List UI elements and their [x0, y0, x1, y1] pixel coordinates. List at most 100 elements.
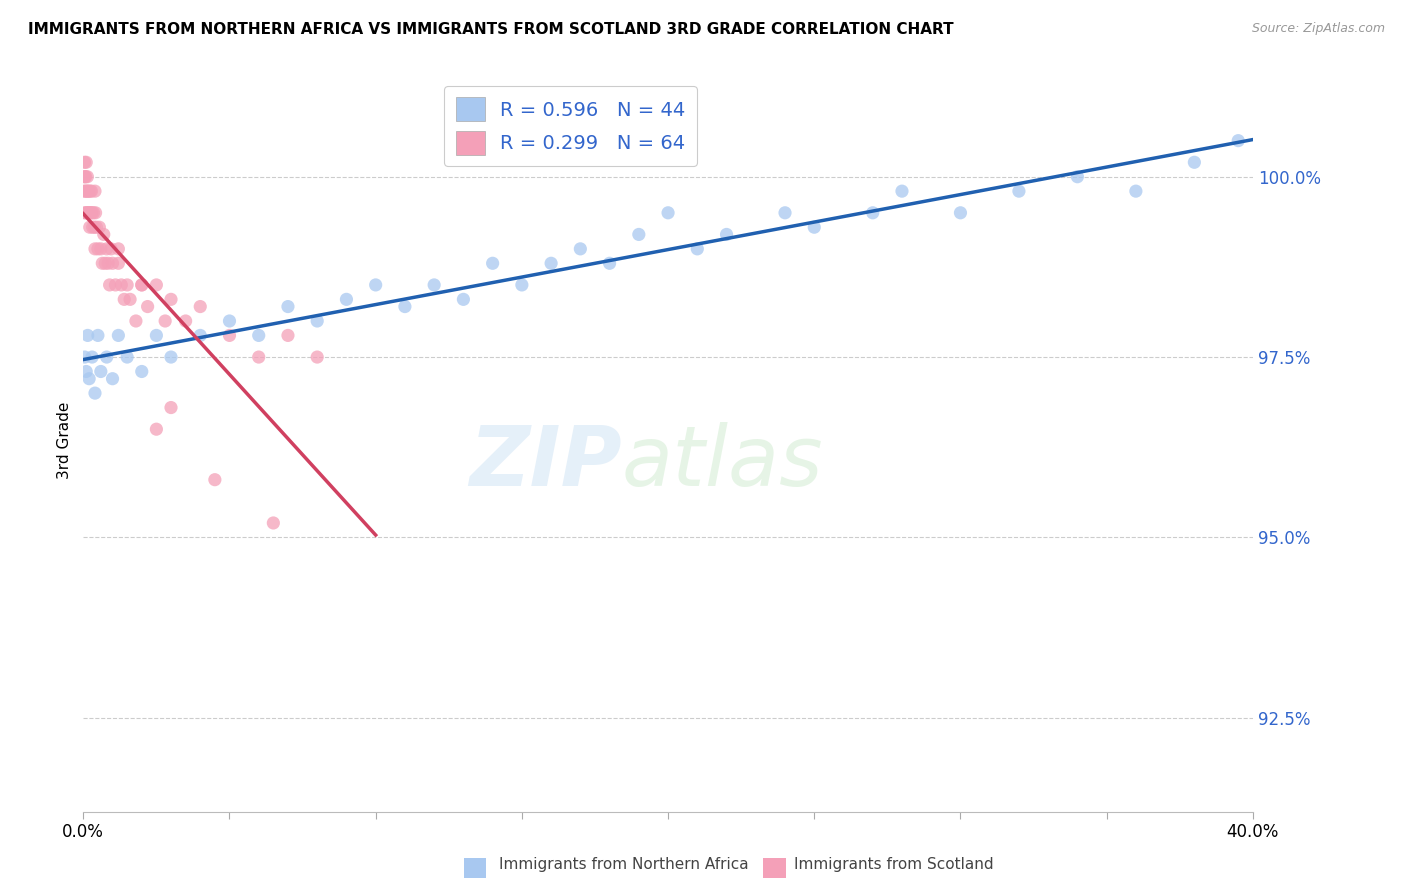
- Point: [569, 242, 592, 256]
- Point: [90, 242, 112, 256]
- Point: [716, 227, 738, 242]
- Point: [335, 293, 357, 307]
- Point: [76, 184, 98, 198]
- Point: [93, 227, 115, 242]
- Point: [510, 277, 533, 292]
- Point: [627, 227, 650, 242]
- Text: IMMIGRANTS FROM NORTHERN AFRICA VS IMMIGRANTS FROM SCOTLAND 3RD GRADE CORRELATIO: IMMIGRANTS FROM NORTHERN AFRICA VS IMMIG…: [28, 22, 953, 37]
- Point: [87, 242, 110, 256]
- Point: [107, 256, 129, 270]
- Point: [79, 206, 101, 220]
- Point: [107, 328, 129, 343]
- Point: [98, 277, 121, 292]
- Text: Immigrants from Northern Africa: Immigrants from Northern Africa: [499, 857, 749, 872]
- Point: [73, 206, 96, 220]
- Point: [247, 328, 270, 343]
- Point: [82, 220, 104, 235]
- Point: [112, 293, 135, 307]
- Point: [90, 364, 112, 378]
- Point: [89, 220, 111, 235]
- Text: atlas: atlas: [621, 422, 823, 503]
- Point: [136, 300, 159, 314]
- Point: [773, 206, 796, 220]
- Point: [73, 169, 96, 184]
- Point: [125, 314, 148, 328]
- Point: [686, 242, 709, 256]
- Point: [218, 328, 240, 343]
- Point: [453, 293, 475, 307]
- Point: [96, 242, 118, 256]
- Point: [77, 372, 100, 386]
- Point: [100, 242, 122, 256]
- Point: [1182, 155, 1205, 169]
- Point: [77, 206, 100, 220]
- Point: [76, 206, 98, 220]
- Point: [84, 206, 107, 220]
- Point: [80, 206, 103, 220]
- Point: [1066, 169, 1088, 184]
- Point: [101, 372, 124, 386]
- Point: [1125, 184, 1147, 198]
- Point: [277, 328, 299, 343]
- Point: [80, 184, 103, 198]
- Point: [262, 516, 284, 530]
- Point: [803, 220, 825, 235]
- Point: [160, 293, 183, 307]
- Point: [75, 155, 97, 169]
- Point: [657, 206, 679, 220]
- Point: [73, 169, 96, 184]
- Point: [96, 350, 118, 364]
- Point: [188, 328, 211, 343]
- Point: [75, 169, 97, 184]
- Point: [80, 350, 103, 364]
- Point: [115, 350, 138, 364]
- Point: [120, 293, 142, 307]
- Point: [115, 277, 138, 292]
- Point: [131, 364, 153, 378]
- Point: [131, 277, 153, 292]
- Point: [218, 314, 240, 328]
- Point: [131, 277, 153, 292]
- Point: [84, 386, 107, 401]
- Point: [101, 256, 124, 270]
- Point: [153, 314, 176, 328]
- Point: [75, 184, 97, 198]
- Point: [364, 277, 387, 292]
- Point: [949, 206, 972, 220]
- Point: [87, 328, 110, 343]
- Point: [423, 277, 446, 292]
- Point: [1227, 134, 1250, 148]
- Point: [79, 206, 101, 220]
- Point: [79, 220, 101, 235]
- Point: [97, 256, 120, 270]
- Point: [76, 169, 98, 184]
- Point: [174, 314, 197, 328]
- Point: [110, 277, 132, 292]
- Text: Immigrants from Scotland: Immigrants from Scotland: [794, 857, 994, 872]
- Point: [94, 256, 117, 270]
- Point: [77, 184, 100, 198]
- Point: [160, 401, 183, 415]
- Point: [540, 256, 562, 270]
- Point: [160, 350, 183, 364]
- Point: [307, 350, 329, 364]
- Point: [188, 300, 211, 314]
- Point: [86, 220, 108, 235]
- Point: [247, 350, 270, 364]
- Point: [481, 256, 503, 270]
- Point: [277, 300, 299, 314]
- Point: [84, 242, 107, 256]
- Point: [77, 206, 100, 220]
- Legend: R = 0.596   N = 44, R = 0.299   N = 64: R = 0.596 N = 44, R = 0.299 N = 64: [444, 86, 697, 166]
- Point: [84, 184, 107, 198]
- Point: [145, 328, 167, 343]
- Point: [145, 422, 167, 436]
- Point: [204, 473, 226, 487]
- Text: ZIP: ZIP: [468, 422, 621, 503]
- Point: [73, 155, 96, 169]
- Point: [862, 206, 884, 220]
- Point: [599, 256, 621, 270]
- Point: [104, 277, 127, 292]
- Point: [891, 184, 914, 198]
- Point: [83, 220, 105, 235]
